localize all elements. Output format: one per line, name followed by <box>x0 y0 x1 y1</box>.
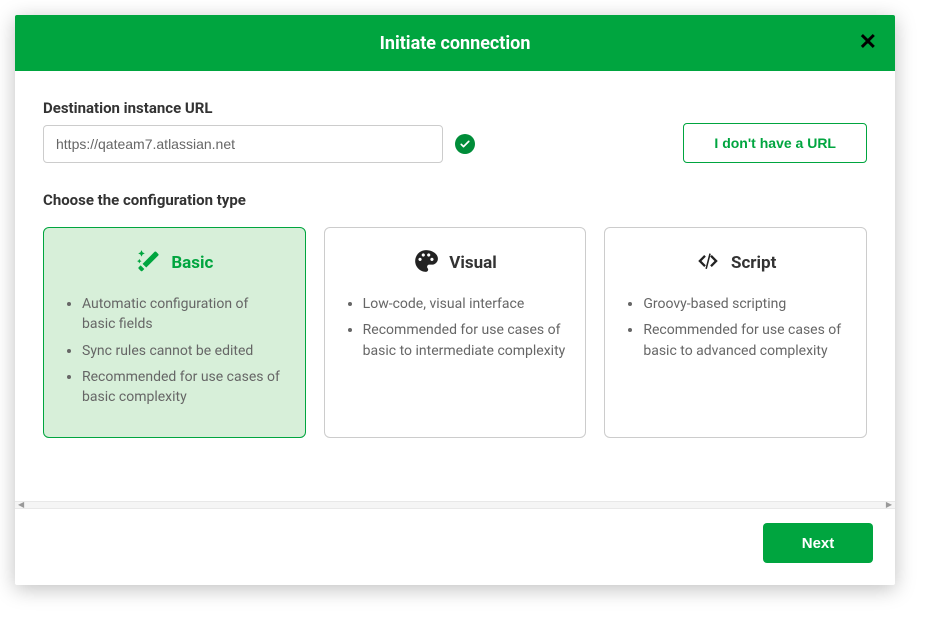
modal-header: Initiate connection ✕ <box>15 15 895 71</box>
code-icon <box>695 248 721 278</box>
config-card-script[interactable]: Script Groovy-based scripting Recommende… <box>604 227 867 438</box>
card-header: Visual <box>345 248 566 278</box>
url-row: Destination instance URL I don't have a … <box>43 99 867 163</box>
list-item: Automatic configuration of basic fields <box>82 294 285 335</box>
config-type-label: Choose the configuration type <box>43 191 867 209</box>
config-card-visual[interactable]: Visual Low-code, visual interface Recomm… <box>324 227 587 438</box>
config-card-basic[interactable]: Basic Automatic configuration of basic f… <box>43 227 306 438</box>
destination-url-label: Destination instance URL <box>43 99 663 117</box>
modal-footer: Next <box>15 509 895 585</box>
list-item: Sync rules cannot be edited <box>82 341 285 361</box>
card-bullet-list: Low-code, visual interface Recommended f… <box>345 294 566 361</box>
scroll-left-icon: ◀ <box>18 501 24 509</box>
list-item: Low-code, visual interface <box>363 294 566 314</box>
card-header: Basic <box>64 248 285 278</box>
url-input-wrap <box>43 125 663 163</box>
list-item: Recommended for use cases of basic compl… <box>82 367 285 408</box>
list-item: Recommended for use cases of basic to ad… <box>643 320 846 361</box>
card-title: Basic <box>171 253 213 273</box>
scroll-right-icon: ▶ <box>886 501 892 509</box>
card-bullet-list: Groovy-based scripting Recommended for u… <box>625 294 846 361</box>
horizontal-scrollbar[interactable]: ◀ ▶ <box>15 501 895 509</box>
modal-body: Destination instance URL I don't have a … <box>15 71 895 501</box>
card-bullet-list: Automatic configuration of basic fields … <box>64 294 285 407</box>
list-item: Recommended for use cases of basic to in… <box>363 320 566 361</box>
initiate-connection-modal: Initiate connection ✕ Destination instan… <box>15 15 895 585</box>
card-title: Script <box>731 253 776 273</box>
card-title: Visual <box>449 253 496 273</box>
close-icon[interactable]: ✕ <box>859 32 877 54</box>
palette-icon <box>413 248 439 278</box>
check-circle-icon <box>455 134 475 154</box>
wand-icon <box>135 248 161 278</box>
config-cards: Basic Automatic configuration of basic f… <box>43 227 867 438</box>
modal-title: Initiate connection <box>380 33 531 54</box>
no-url-button[interactable]: I don't have a URL <box>683 123 867 163</box>
card-header: Script <box>625 248 846 278</box>
url-left: Destination instance URL <box>43 99 663 163</box>
next-button[interactable]: Next <box>763 523 873 563</box>
destination-url-input[interactable] <box>43 125 443 163</box>
list-item: Groovy-based scripting <box>643 294 846 314</box>
